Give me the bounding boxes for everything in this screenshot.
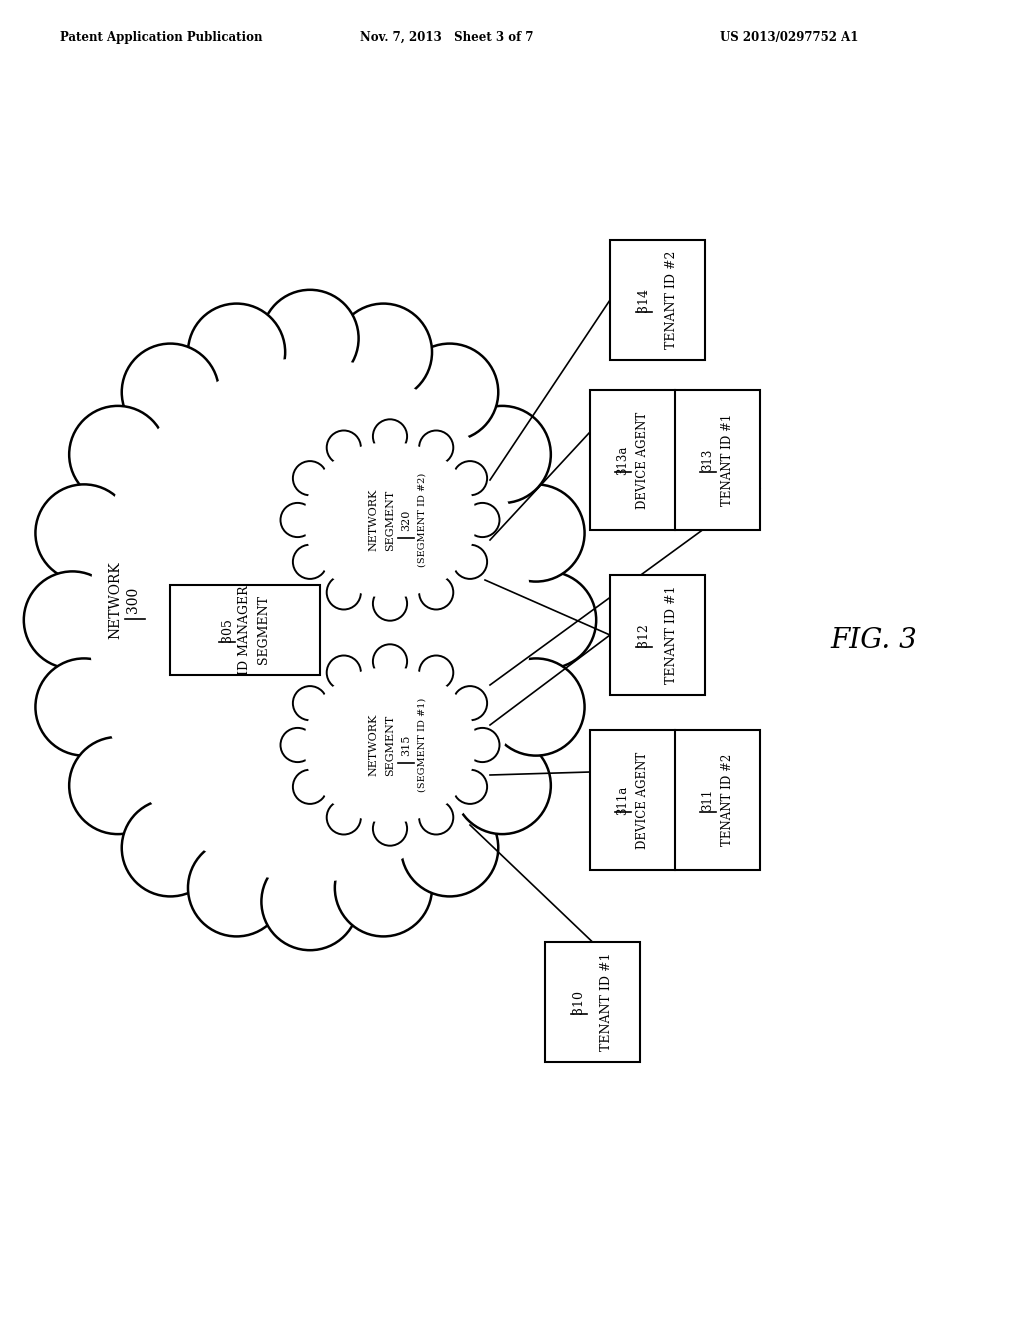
Text: 305: 305 (220, 618, 233, 642)
Circle shape (373, 812, 408, 846)
Circle shape (70, 737, 166, 834)
Text: NETWORK: NETWORK (368, 714, 378, 776)
Text: 315: 315 (401, 734, 411, 755)
Text: NETWORK: NETWORK (368, 488, 378, 552)
Text: TENANT ID #1: TENANT ID #1 (665, 586, 678, 684)
FancyBboxPatch shape (610, 576, 705, 696)
Circle shape (373, 586, 408, 620)
Text: 300: 300 (126, 587, 140, 612)
Circle shape (453, 461, 487, 495)
Circle shape (261, 853, 358, 950)
Text: SEGMENT: SEGMENT (385, 490, 395, 550)
FancyBboxPatch shape (170, 585, 319, 675)
Text: SEGMENT: SEGMENT (256, 595, 269, 664)
Circle shape (487, 484, 585, 582)
Circle shape (419, 576, 454, 610)
Text: FIG. 3: FIG. 3 (830, 627, 916, 653)
Text: US 2013/0297752 A1: US 2013/0297752 A1 (720, 30, 858, 44)
Text: 313: 313 (701, 449, 714, 471)
Ellipse shape (40, 300, 580, 940)
Circle shape (24, 572, 121, 669)
Circle shape (453, 770, 487, 804)
Circle shape (293, 686, 327, 721)
Circle shape (327, 430, 360, 465)
Circle shape (419, 656, 454, 690)
Circle shape (293, 461, 327, 495)
Circle shape (188, 840, 285, 936)
Circle shape (465, 503, 500, 537)
Text: (SEGMENT ID #2): (SEGMENT ID #2) (418, 473, 427, 568)
Circle shape (70, 405, 166, 503)
Circle shape (465, 727, 500, 762)
Circle shape (454, 405, 551, 503)
Circle shape (453, 545, 487, 579)
Circle shape (373, 644, 408, 678)
Circle shape (335, 840, 432, 936)
Circle shape (335, 304, 432, 401)
Text: 310: 310 (572, 990, 585, 1014)
Circle shape (453, 686, 487, 721)
Circle shape (327, 656, 360, 690)
Text: ID MANAGER: ID MANAGER (239, 585, 252, 675)
Text: TENANT ID #1: TENANT ID #1 (600, 953, 613, 1051)
FancyBboxPatch shape (590, 730, 760, 870)
Circle shape (281, 727, 314, 762)
Circle shape (373, 420, 408, 454)
Text: TENANT ID #2: TENANT ID #2 (721, 754, 734, 846)
Circle shape (281, 503, 314, 537)
Text: TENANT ID #2: TENANT ID #2 (665, 251, 678, 350)
Circle shape (401, 799, 499, 896)
Circle shape (122, 343, 219, 441)
Text: TENANT ID #1: TENANT ID #1 (721, 414, 734, 506)
Text: DEVICE AGENT: DEVICE AGENT (636, 751, 649, 849)
FancyBboxPatch shape (610, 240, 705, 360)
Circle shape (293, 770, 327, 804)
Text: (SEGMENT ID #1): (SEGMENT ID #1) (418, 698, 427, 792)
Circle shape (499, 572, 596, 669)
Text: 312: 312 (637, 623, 650, 647)
Ellipse shape (304, 667, 476, 822)
Ellipse shape (304, 442, 476, 598)
FancyBboxPatch shape (545, 942, 640, 1063)
Circle shape (419, 430, 454, 465)
Circle shape (122, 799, 219, 896)
Circle shape (261, 290, 358, 387)
Text: DEVICE AGENT: DEVICE AGENT (636, 412, 649, 508)
Text: 311: 311 (701, 789, 714, 810)
Circle shape (293, 545, 327, 579)
Text: SEGMENT: SEGMENT (385, 714, 395, 776)
Text: 314: 314 (637, 288, 650, 312)
Circle shape (419, 800, 454, 834)
Circle shape (188, 304, 285, 401)
Circle shape (327, 800, 360, 834)
Ellipse shape (285, 649, 495, 840)
Ellipse shape (89, 358, 531, 882)
Text: Patent Application Publication: Patent Application Publication (60, 30, 262, 44)
Circle shape (36, 659, 133, 755)
Circle shape (454, 737, 551, 834)
Circle shape (487, 659, 585, 755)
Text: NETWORK: NETWORK (108, 561, 122, 639)
Text: Nov. 7, 2013   Sheet 3 of 7: Nov. 7, 2013 Sheet 3 of 7 (360, 30, 534, 44)
Text: 320: 320 (401, 510, 411, 531)
Circle shape (327, 576, 360, 610)
Circle shape (401, 343, 499, 441)
Text: 313a: 313a (616, 445, 629, 475)
FancyBboxPatch shape (590, 389, 760, 531)
Text: 311a: 311a (616, 785, 629, 814)
Circle shape (36, 484, 133, 582)
Ellipse shape (285, 425, 495, 615)
